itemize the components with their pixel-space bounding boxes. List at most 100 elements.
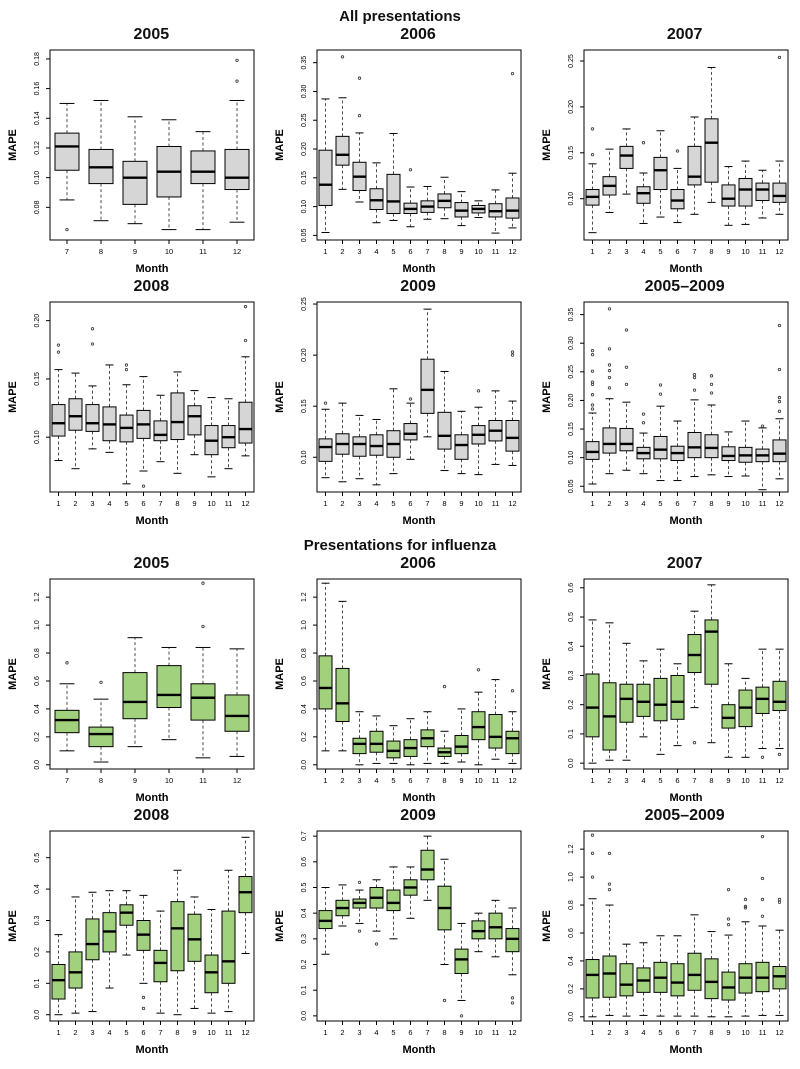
x-tick-label: 6	[408, 776, 412, 785]
y-tick-label: 0.10	[301, 200, 308, 214]
boxplot-panel-2005: 2005 0.0 0.2 0.4 0.6 0.8 1.0 1.2 MAPE 7 8 9 10 11 12 Mo…	[0, 554, 267, 806]
y-axis: 0.0 0.1 0.2 0.3 0.4 0.5 0.6 MAPE	[541, 583, 584, 768]
y-axis: 0.10 0.15 0.20 0.25 MAPE	[274, 297, 317, 464]
box-month-5	[119, 363, 134, 485]
y-tick-label: 0.0	[34, 760, 41, 770]
y-tick-label: 1.2	[568, 844, 575, 854]
box-month-9	[454, 191, 469, 227]
y-tick-label: 0.20	[301, 348, 308, 362]
outlier-point	[743, 906, 747, 910]
box-month-9	[454, 922, 469, 1018]
box-month-7	[420, 711, 435, 764]
box-month-5	[386, 725, 401, 764]
x-tick-label: 12	[775, 499, 783, 508]
box-month-12	[772, 55, 787, 215]
outlier-point	[142, 484, 146, 488]
x-tick-label: 3	[91, 1028, 95, 1037]
y-tick-label: 0.35	[568, 308, 575, 322]
y-tick-label: 0.7	[301, 831, 308, 841]
y-tick-label: 0.20	[568, 394, 575, 408]
outlier-point	[510, 71, 515, 76]
section-title-influenza: Presentations for influenza	[303, 537, 497, 554]
y-tick-label: 1.2	[34, 592, 41, 602]
panel-title: 2007	[666, 26, 703, 43]
outlier-point	[510, 350, 515, 354]
y-tick-label: 0.3	[34, 916, 41, 926]
outlier-point	[357, 113, 362, 118]
box-month-2	[602, 622, 617, 761]
boxplot-panel-2005-2009: 2005–2009 0.0 0.2 0.4 0.6 0.8 1.0 1.2 MAPE 1 2 3 4 5 6…	[533, 806, 800, 1058]
x-tick-label: 3	[624, 499, 628, 508]
box-month-12	[238, 836, 253, 954]
box-month-1	[318, 886, 333, 955]
box-month-1	[585, 833, 600, 1018]
y-tick-label: 0.14	[34, 111, 41, 125]
x-axis-title: Month	[136, 515, 169, 527]
outlier-point	[357, 880, 362, 885]
y-tick-label: 0.0	[301, 1011, 308, 1021]
y-axis-title: MAPE	[7, 910, 19, 942]
outlier-point	[726, 888, 730, 892]
outlier-point	[624, 382, 628, 387]
x-tick-label: 1	[590, 247, 594, 256]
x-tick-label: 8	[99, 247, 103, 256]
outlier-point	[607, 888, 611, 892]
y-tick-label: 0.8	[301, 648, 308, 658]
x-tick-label: 7	[692, 247, 696, 256]
x-tick-label: 4	[374, 499, 378, 508]
x-tick-label: 6	[675, 1028, 679, 1037]
box-month-5	[386, 132, 401, 221]
x-tick-label: 7	[692, 1028, 696, 1037]
y-tick-label: 0.20	[568, 100, 575, 114]
box-month-8	[704, 374, 719, 476]
box-month-12	[505, 907, 520, 1005]
x-tick-label: 10	[474, 247, 482, 256]
y-tick-label: 0.05	[568, 479, 575, 493]
box-month-10	[738, 677, 753, 758]
y-tick-label: 0.2	[568, 700, 575, 710]
x-axis: 7 8 9 10 11 12 Month	[65, 769, 242, 804]
box-month-4	[369, 418, 384, 486]
box-month-4	[102, 364, 117, 453]
y-tick-label: 0.0	[568, 758, 575, 768]
x-tick-label: 11	[225, 499, 233, 508]
panel-title: 2009	[400, 807, 436, 824]
x-tick-label: 12	[775, 247, 783, 256]
y-axis-title: MAPE	[274, 381, 286, 413]
y-tick-label: 0.15	[301, 399, 308, 413]
y-tick-label: 0.25	[568, 54, 575, 68]
y-tick-label: 0.3	[301, 934, 308, 944]
boxplot-panel-2005-2009: 2005–2009 0.05 0.10 0.15 0.20 0.25 0.30 0.35 MAP…	[533, 277, 800, 529]
outlier-point	[641, 421, 645, 425]
x-tick-label: 7	[65, 247, 69, 256]
y-tick-label: 0.4	[34, 704, 41, 714]
box-month-3	[619, 642, 634, 761]
boxplot-panel-2007: 2007 0.10 0.15 0.20 0.25 MAPE 1 2 3 4 5 6 7 8 9 10 11 12 M…	[533, 25, 800, 277]
x-tick-label: 6	[408, 1028, 412, 1037]
y-axis-title: MAPE	[541, 129, 553, 161]
x-tick-label: 5	[391, 776, 395, 785]
x-tick-label: 4	[374, 247, 378, 256]
x-tick-label: 8	[709, 1028, 713, 1037]
x-tick-label: 2	[340, 1028, 344, 1037]
y-tick-label: 0.0	[568, 1012, 575, 1022]
y-axis-title: MAPE	[541, 658, 553, 690]
x-tick-label: 8	[176, 499, 180, 508]
y-axis: 0.10 0.15 0.20 MAPE	[7, 314, 51, 444]
y-axis-title: MAPE	[7, 658, 19, 690]
box-month-10	[471, 389, 486, 476]
plot-border	[316, 301, 522, 493]
boxplot-panel-2009: 2009 0.0 0.1 0.2 0.3 0.4 0.5 0.6 0.7 MAPE 1 2 3 4 5 6 7 8…	[267, 806, 534, 1058]
box-month-2	[602, 851, 617, 1016]
panel-grid-all-presentations: 2005 0.08 0.10 0.12 0.14 0.16 0.18 MAPE 7 8 9 10 11 1…	[0, 25, 800, 529]
y-tick-label: 0.6	[568, 928, 575, 938]
panel-title: 2009	[400, 278, 436, 295]
y-axis: 0.08 0.10 0.12 0.14 0.16 0.18 MAPE	[7, 52, 51, 214]
plot-border	[316, 49, 522, 241]
x-tick-label: 9	[459, 499, 463, 508]
box-month-6	[403, 168, 418, 228]
